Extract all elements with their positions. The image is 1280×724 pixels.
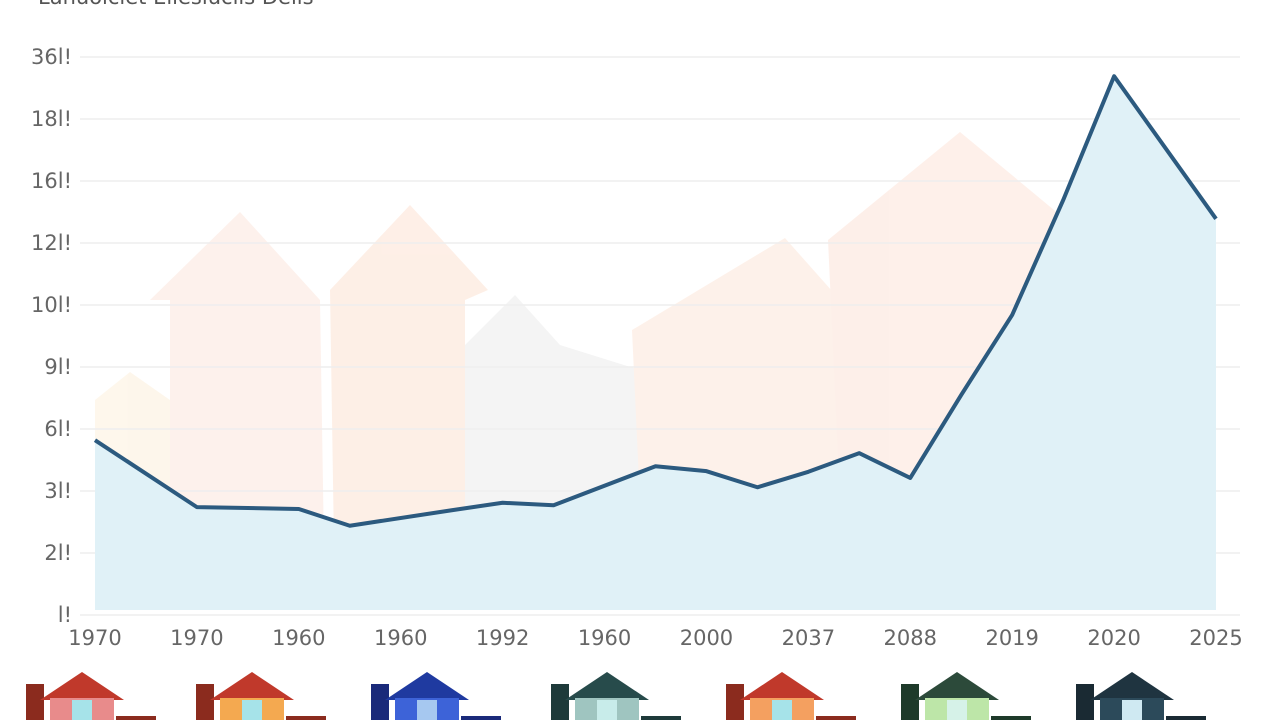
- x-tick-label: 1960: [272, 626, 325, 650]
- y-tick-label: l!: [58, 603, 72, 627]
- x-tick-label: 1960: [578, 626, 631, 650]
- y-tick-label: 9l!: [44, 355, 72, 379]
- y-tick-label: 18l!: [31, 107, 72, 131]
- line: [93, 74, 1218, 528]
- y-tick-label: 16l!: [31, 169, 72, 193]
- plot: [93, 74, 1218, 611]
- y-tick-label: 10l!: [31, 293, 72, 317]
- y-tick-label: 3l!: [44, 479, 72, 503]
- x-tick-label: 2037: [782, 626, 835, 650]
- y-tick-label: 36l!: [31, 45, 72, 69]
- y-tick-label: 2l!: [44, 541, 72, 565]
- footer-houses: [26, 672, 1206, 724]
- y-tick-label: 6l!: [44, 417, 72, 441]
- y-tick-label: 12l!: [31, 231, 72, 255]
- area: [95, 76, 1216, 611]
- x-tick-label: 1992: [476, 626, 529, 650]
- x-tick-label: 2019: [985, 626, 1038, 650]
- chart-title: Lanuolclet Ellesiuclis Delis: [38, 0, 314, 9]
- x-tick-label: 2025: [1189, 626, 1242, 650]
- x-tick-label: 1970: [68, 626, 121, 650]
- x-tick-label: 2020: [1087, 626, 1140, 650]
- x-tick-label: 1970: [170, 626, 223, 650]
- x-tick-label: 2000: [680, 626, 733, 650]
- x-tick-label: 2088: [884, 626, 937, 650]
- x-tick-label: 1960: [374, 626, 427, 650]
